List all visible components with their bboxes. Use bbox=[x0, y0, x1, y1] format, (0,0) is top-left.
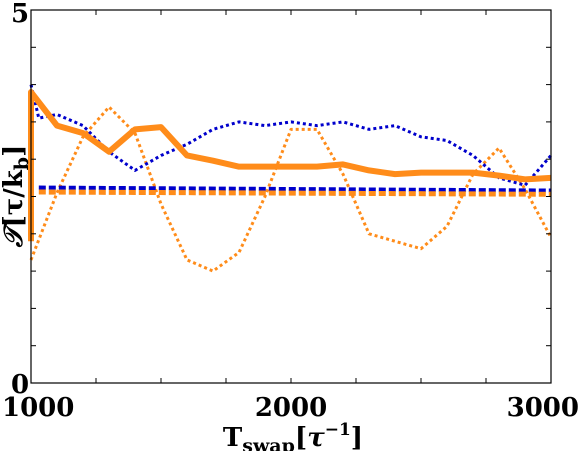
x-tick-label-2000: 2000 bbox=[255, 393, 327, 423]
series-line-2 bbox=[29, 84, 553, 187]
tick-layer: 1000 2000 3000 0 5 bbox=[2, 0, 579, 423]
x-axis-label: Tswap[τ−1] bbox=[223, 420, 363, 451]
x-tick-label-1000: 1000 bbox=[2, 393, 74, 423]
series-line-3 bbox=[38, 185, 552, 193]
series-layer bbox=[28, 84, 553, 273]
plot-frame bbox=[30, 9, 552, 384]
x-tick-label-3000: 3000 bbox=[507, 393, 579, 423]
y-tick-label-5: 5 bbox=[11, 0, 29, 29]
y-tick-label-0: 0 bbox=[11, 370, 29, 400]
y-axis-label: 𝒯[τ/kb] bbox=[0, 145, 33, 249]
series-line-5 bbox=[28, 89, 552, 242]
series-line-4 bbox=[38, 189, 552, 197]
